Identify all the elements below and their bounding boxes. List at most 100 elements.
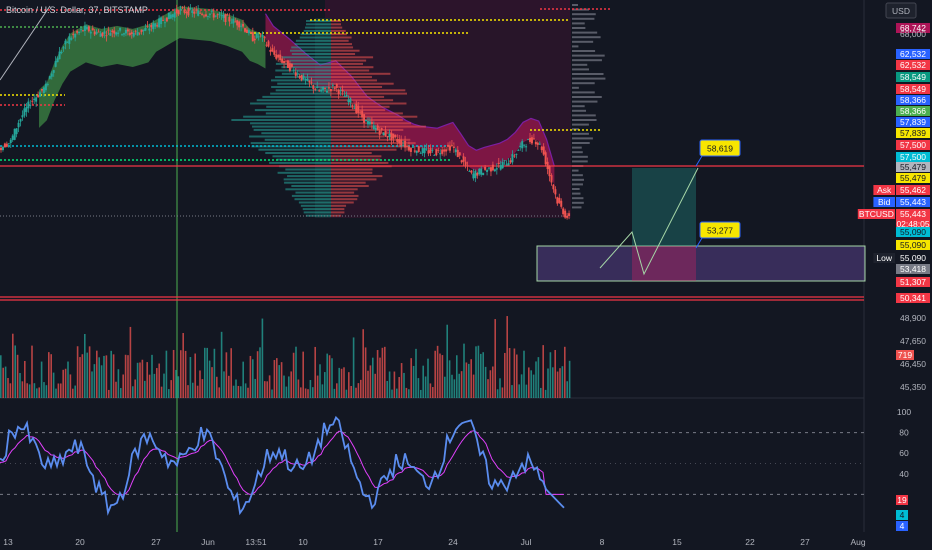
- candle-body: [19, 119, 22, 122]
- profile-bar-right: [572, 151, 583, 154]
- candle-body: [46, 84, 49, 85]
- candle-body: [337, 89, 340, 95]
- candle-body: [525, 146, 528, 148]
- profile-bar-buy: [277, 82, 331, 85]
- profile-bar-right: [572, 45, 579, 48]
- candle-body: [458, 152, 461, 156]
- candle-body: [171, 14, 174, 18]
- candle-body: [368, 121, 371, 125]
- volume-bar: [511, 385, 513, 398]
- profile-bar-sell: [331, 69, 370, 72]
- candle-body: [58, 51, 61, 60]
- candle-body: [427, 150, 430, 154]
- rsi-label: 4: [896, 521, 908, 531]
- candle-body: [76, 31, 79, 33]
- volume-bar: [523, 350, 525, 398]
- candle-body: [339, 90, 342, 91]
- volume-bar: [508, 348, 511, 398]
- profile-bar-buy: [231, 119, 331, 121]
- candle-body: [191, 10, 194, 13]
- profile-bar-sell: [331, 211, 345, 214]
- candle-body: [226, 14, 229, 16]
- price-label: 50,341: [896, 293, 930, 303]
- profile-bar-buy: [253, 128, 331, 131]
- volume-bar: [9, 383, 12, 398]
- candle-body: [91, 28, 94, 31]
- candle-body: [1, 146, 4, 151]
- volume-bar: [268, 375, 271, 398]
- volume-bar: [177, 376, 180, 398]
- candle-body: [89, 31, 92, 34]
- price-label: 53,418: [896, 264, 930, 274]
- candle-body: [130, 32, 133, 35]
- price-label-text: 57,839: [900, 117, 926, 127]
- volume-bar: [40, 361, 43, 398]
- profile-bar-sell: [331, 95, 385, 98]
- volume-bar: [357, 383, 360, 398]
- candle-body: [370, 122, 373, 125]
- candle-body: [27, 101, 30, 109]
- time-axis[interactable]: 13 20 27 Jun 13:51 10 17 24 Jul 8 15 22 27 Aug: [0, 532, 932, 550]
- price-label-text: 55,443: [900, 197, 926, 207]
- profile-bar-sell: [331, 89, 406, 92]
- rsi-tick: 80: [899, 428, 909, 438]
- volume-bar: [62, 369, 64, 398]
- price-side-tag: [873, 197, 895, 207]
- candle-body: [281, 58, 284, 63]
- currency-button[interactable]: USD: [885, 2, 917, 19]
- rsi-label-bg: [896, 521, 908, 531]
- volume-bar: [81, 354, 84, 398]
- volume-bar: [504, 352, 506, 398]
- volume-last-text: 719: [898, 350, 912, 360]
- volume-bar: [300, 387, 302, 398]
- volume-bar: [528, 367, 530, 398]
- price-side-tag: [873, 185, 895, 195]
- volume-bar: [468, 363, 470, 398]
- price-axis[interactable]: 68,74268,00062,53262,53258,54958,54958,3…: [857, 23, 930, 531]
- profile-bar-sell: [331, 82, 394, 85]
- volume-bar: [38, 387, 40, 398]
- candle-body: [300, 74, 303, 81]
- candle-body: [68, 36, 71, 44]
- profile-bar-buy: [269, 161, 331, 164]
- candle-body: [445, 149, 448, 152]
- profile-bar-right: [572, 13, 596, 16]
- volume-bar: [470, 359, 472, 398]
- candle-body: [530, 137, 533, 144]
- volume-bar: [530, 370, 532, 398]
- volume-bar: [566, 381, 568, 398]
- volume-bar: [444, 376, 446, 398]
- rsi-signal-line: [0, 430, 564, 496]
- volume-bar: [432, 387, 434, 398]
- candle-body: [95, 32, 98, 34]
- volume-bar: [175, 369, 177, 398]
- candle-body: [0, 147, 2, 151]
- candle-body: [351, 105, 354, 107]
- volume-bar: [100, 365, 103, 398]
- price-label-text: 55,479: [900, 162, 926, 172]
- price-label: 55,090: [896, 227, 930, 237]
- volume-bar: [376, 350, 379, 398]
- volume-bar: [288, 376, 290, 398]
- volume-bar: [518, 384, 520, 398]
- volume-bar: [24, 360, 26, 398]
- candle-body: [361, 110, 364, 118]
- time-tick: Aug: [850, 537, 865, 547]
- volume-bar: [336, 383, 338, 398]
- candle-body: [167, 12, 170, 20]
- profile-bar-buy: [281, 66, 331, 69]
- volume-bar: [326, 353, 328, 398]
- candle-body: [384, 131, 387, 137]
- price-label-text: 68,000: [900, 29, 926, 39]
- candle-body: [230, 22, 233, 24]
- profile-bar-right: [572, 77, 606, 80]
- volume-bar: [244, 383, 247, 398]
- volume-bar: [405, 387, 408, 398]
- price-label-text: 58,366: [900, 106, 926, 116]
- volume-bar: [16, 354, 19, 398]
- price-label-bg: [896, 293, 930, 303]
- volume-bar: [98, 357, 100, 398]
- volume-bar: [429, 383, 432, 398]
